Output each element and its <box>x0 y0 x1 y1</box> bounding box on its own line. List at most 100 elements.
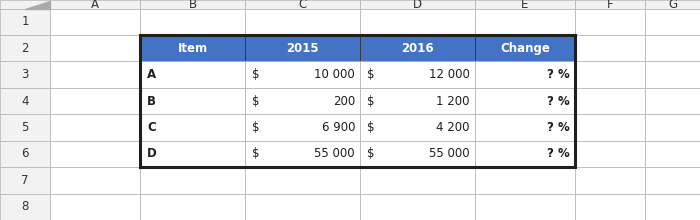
Bar <box>0 194 50 220</box>
Bar <box>475 114 575 141</box>
Text: 12 000: 12 000 <box>429 68 470 81</box>
Text: A: A <box>91 0 99 11</box>
Bar <box>475 88 575 114</box>
Bar <box>245 9 360 35</box>
Text: ? %: ? % <box>547 147 570 160</box>
Text: 7: 7 <box>21 174 29 187</box>
Text: $: $ <box>367 95 374 108</box>
Bar <box>245 141 360 167</box>
Text: 2016: 2016 <box>401 42 434 55</box>
Bar <box>360 61 475 88</box>
Bar <box>50 9 140 35</box>
Bar <box>360 88 475 114</box>
Bar <box>645 167 700 194</box>
Bar <box>140 194 245 220</box>
Bar <box>140 0 245 9</box>
Bar <box>645 35 700 61</box>
Text: F: F <box>607 0 613 11</box>
Bar <box>140 114 245 141</box>
Bar <box>140 141 245 167</box>
Bar <box>475 61 575 88</box>
Bar <box>575 194 645 220</box>
Bar <box>360 61 475 88</box>
Bar <box>475 141 575 167</box>
Bar <box>140 88 245 114</box>
Bar <box>140 35 245 61</box>
Bar <box>575 88 645 114</box>
Bar <box>50 141 140 167</box>
Bar <box>360 114 475 141</box>
Bar <box>0 61 50 88</box>
Bar <box>50 194 140 220</box>
Bar <box>245 35 360 61</box>
Bar <box>245 167 360 194</box>
Text: $: $ <box>367 147 374 160</box>
Bar <box>575 114 645 141</box>
Bar <box>475 61 575 88</box>
Text: 1: 1 <box>21 15 29 28</box>
Bar <box>360 141 475 167</box>
Text: 8: 8 <box>21 200 29 213</box>
Text: E: E <box>522 0 528 11</box>
Text: $: $ <box>367 121 374 134</box>
Text: 3: 3 <box>21 68 29 81</box>
Text: B: B <box>188 0 197 11</box>
Bar <box>140 35 575 167</box>
Text: $: $ <box>252 147 260 160</box>
Text: 55 000: 55 000 <box>429 147 470 160</box>
Bar <box>0 167 50 194</box>
Text: B: B <box>147 95 156 108</box>
Bar <box>360 35 475 61</box>
Bar <box>245 114 360 141</box>
Bar <box>475 88 575 114</box>
Bar <box>645 88 700 114</box>
Bar <box>140 141 245 167</box>
Bar <box>575 141 645 167</box>
Text: 10 000: 10 000 <box>314 68 355 81</box>
Bar <box>245 88 360 114</box>
Bar <box>360 141 475 167</box>
Bar <box>360 35 475 61</box>
Bar <box>475 141 575 167</box>
Bar <box>245 141 360 167</box>
Text: $: $ <box>252 121 260 134</box>
Text: 200: 200 <box>332 95 355 108</box>
Bar <box>50 0 140 9</box>
Bar <box>50 35 140 61</box>
Text: ? %: ? % <box>547 68 570 81</box>
Bar <box>140 61 245 88</box>
Bar <box>475 35 575 61</box>
Text: ? %: ? % <box>547 95 570 108</box>
Text: C: C <box>298 0 307 11</box>
Text: $: $ <box>252 95 260 108</box>
Bar <box>575 61 645 88</box>
Bar <box>140 61 245 88</box>
Text: $: $ <box>252 68 260 81</box>
Text: Change: Change <box>500 42 550 55</box>
Text: 6 900: 6 900 <box>321 121 355 134</box>
Text: $: $ <box>367 68 374 81</box>
Bar <box>475 167 575 194</box>
Bar <box>245 35 360 61</box>
Bar <box>360 0 475 9</box>
Text: 55 000: 55 000 <box>314 147 355 160</box>
Bar <box>645 141 700 167</box>
Text: 4 200: 4 200 <box>437 121 470 134</box>
Bar <box>245 114 360 141</box>
Text: 1 200: 1 200 <box>437 95 470 108</box>
Bar <box>140 9 245 35</box>
Text: 2015: 2015 <box>286 42 318 55</box>
Bar <box>0 0 50 9</box>
Text: D: D <box>147 147 157 160</box>
Text: 4: 4 <box>21 95 29 108</box>
Bar <box>140 114 245 141</box>
Text: Item: Item <box>177 42 208 55</box>
Text: 6: 6 <box>21 147 29 160</box>
Bar <box>575 0 645 9</box>
Bar <box>0 88 50 114</box>
Text: ? %: ? % <box>547 121 570 134</box>
Text: 5: 5 <box>21 121 29 134</box>
Bar <box>360 167 475 194</box>
Bar <box>475 114 575 141</box>
Bar <box>645 9 700 35</box>
